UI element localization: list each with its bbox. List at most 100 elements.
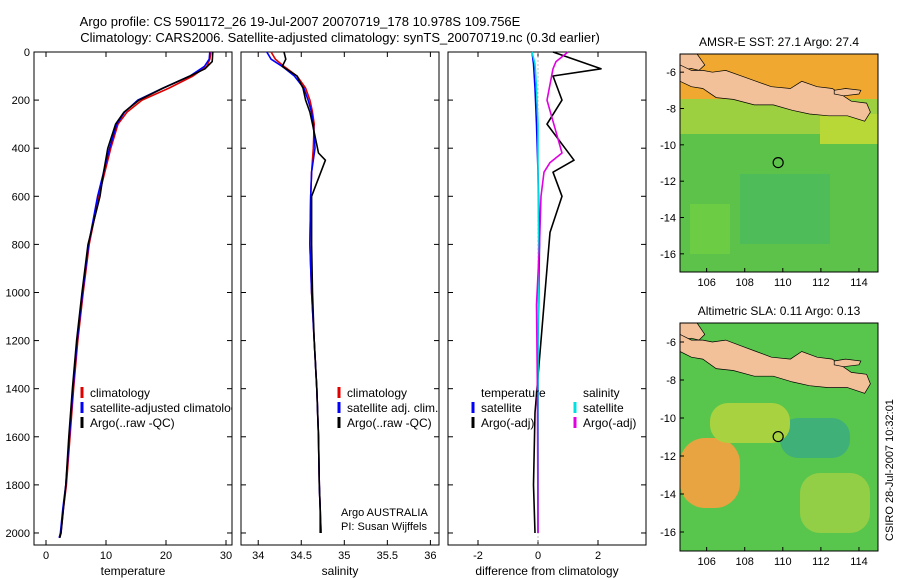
plot-frame	[33, 51, 233, 546]
series-line-2	[532, 51, 602, 534]
map-y-tick-label: -8	[666, 104, 676, 116]
map-y-tick-label: -8	[666, 375, 676, 387]
map-x-tick-label: 106	[697, 277, 715, 289]
sst-patch	[740, 174, 830, 244]
series-line-3	[531, 51, 540, 533]
map-x-tick-label: 112	[812, 277, 830, 289]
legend-label: satellite adj. clim.	[347, 401, 438, 415]
map-frame	[679, 53, 879, 273]
profile-panels: 0 10 20 30020040060080010001200140016001800…	[6, 47, 647, 578]
y-tick-label: 800	[12, 239, 30, 251]
map-y-tick-label: -6	[666, 67, 676, 79]
y-tick-label: 400	[12, 143, 30, 155]
map-field	[680, 323, 878, 551]
map-title: AMSR-E SST: 27.1 Argo: 27.4	[699, 35, 859, 49]
legend-label: salinity	[583, 386, 620, 400]
y-tick-label: 1000	[6, 287, 30, 299]
y-tick-label: 1600	[6, 432, 30, 444]
map-y-tick-label: -10	[660, 140, 676, 152]
legend-label: Argo(-adj)	[583, 416, 636, 430]
profile-panel-1: 0 10 20 30 0 200 400 600 800 1000 1200 1400 1600 1800…	[6, 47, 244, 578]
sst-patch	[820, 114, 878, 144]
land-java	[680, 64, 871, 122]
map-y-tick-label: -14	[660, 213, 676, 225]
x-tick-label: 0	[43, 550, 49, 562]
argo-position-marker	[772, 430, 784, 443]
argo-position-marker	[772, 157, 784, 169]
annotation-line: Argo AUSTRALIA	[341, 507, 428, 519]
plot-frame	[447, 51, 647, 546]
sst-patch	[690, 204, 730, 254]
x-axis-label: temperature	[101, 564, 166, 578]
legend-label: temperature	[481, 386, 546, 400]
x-axis-label: difference from climatology	[475, 564, 618, 578]
map-x-tick-label: 106	[697, 556, 715, 568]
y-tick-label: 1400	[6, 384, 30, 396]
legend-label: Argo(-adj)	[481, 416, 534, 430]
figure-title-line1: Argo profile: CS 5901172_26 19-Jul-2007 …	[80, 14, 521, 29]
legend-label: satellite	[481, 401, 522, 415]
map-y-tick-label: -14	[660, 489, 676, 501]
x-tick-label: 34	[252, 550, 264, 562]
sla-low	[780, 418, 850, 458]
figure-title-line2: Climatology: CARS2006. Satellite-adjuste…	[80, 30, 600, 45]
map-x-tick-label: 108	[736, 277, 754, 289]
x-tick-label: 0	[535, 550, 541, 562]
x-tick-label: 10	[100, 550, 112, 562]
map-field	[680, 54, 878, 272]
map-x-tick-label: 114	[850, 277, 868, 289]
x-axis-label: salinity	[322, 564, 359, 578]
footer-note: CSIRO 28-Jul-2007 10:32:01	[884, 399, 896, 541]
map-y-tick-label: -10	[660, 413, 676, 425]
x-tick-label: 36	[424, 550, 436, 562]
plot-frame	[240, 51, 440, 546]
series-line-3	[59, 51, 214, 538]
x-tick-label: -2	[473, 550, 483, 562]
map-panel-1: AMSR-E SST: 27.1 Argo: 27.4 106 108 110 112 1…	[660, 35, 879, 289]
legend-label: satellite	[583, 401, 624, 415]
legend-label: Argo(..raw -QC)	[90, 416, 175, 430]
legend-label: satellite-adjusted climatology	[90, 401, 243, 415]
profile-panel-3: -2 0 2 difference from climatology temperatu…	[447, 51, 647, 578]
map-y-tick-label: -12	[660, 176, 676, 188]
series-line-3	[281, 51, 327, 533]
y-tick-label: 0	[24, 47, 30, 59]
x-tick-label: 35.5	[377, 550, 398, 562]
land-madura	[833, 358, 862, 368]
y-tick-label: 600	[12, 191, 30, 203]
map-x-tick-label: 114	[850, 556, 868, 568]
map-panels: AMSR-E SST: 27.1 Argo: 27.4 106 108 110 112 1…	[660, 35, 879, 568]
map-x-tick-label: 108	[736, 556, 754, 568]
legend-clip-cover	[232, 380, 241, 440]
map-x-tick-label: 110	[774, 277, 792, 289]
x-tick-label: 34.5	[291, 550, 312, 562]
x-tick-label: 2	[595, 550, 601, 562]
y-tick-label: 1200	[6, 336, 30, 348]
map-y-tick-label: -6	[666, 337, 676, 349]
map-y-tick-label: -12	[660, 451, 676, 463]
y-tick-label: 1800	[6, 480, 30, 492]
map-x-tick-label: 112	[812, 556, 830, 568]
map-panel-2: Altimetric SLA: 0.11 Argo: 0.13 106 108 110…	[660, 304, 879, 568]
sla-high	[680, 438, 740, 508]
map-y-tick-label: -16	[660, 249, 676, 261]
map-y-tick-label: -16	[660, 527, 676, 539]
map-title: Altimetric SLA: 0.11 Argo: 0.13	[698, 304, 861, 318]
y-tick-label: 2000	[6, 528, 30, 540]
annotation-line: PI: Susan Wijffels	[341, 521, 427, 533]
x-tick-label: 35	[338, 550, 350, 562]
sla-patch	[710, 403, 790, 443]
profile-panel-2: 34 34.5 35 35.5 36 salinity climatologysatelli…	[240, 51, 440, 578]
x-tick-label: 30	[220, 550, 232, 562]
map-x-tick-label: 110	[774, 556, 792, 568]
sla-patch	[800, 473, 870, 533]
map-frame	[679, 322, 879, 552]
land-madura	[833, 88, 862, 97]
series-line-4	[535, 51, 569, 534]
legend-label: Argo(..raw -QC)	[347, 416, 432, 430]
land-java	[680, 334, 871, 394]
y-tick-label: 200	[12, 95, 30, 107]
legend-label: climatology	[90, 386, 150, 400]
legend-label: climatology	[347, 386, 407, 400]
